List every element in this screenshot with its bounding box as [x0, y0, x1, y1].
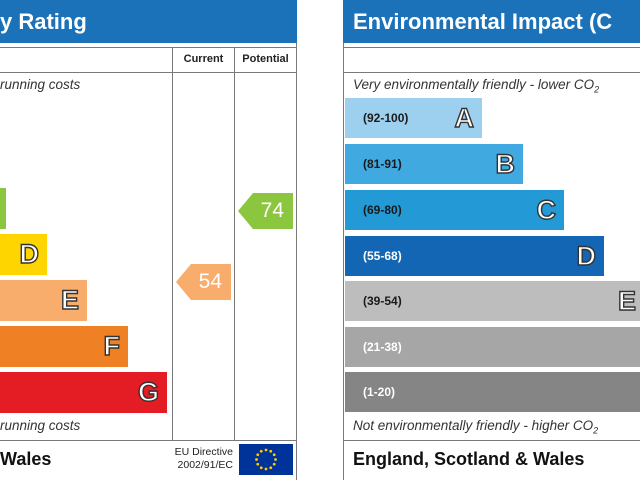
- eu-star-icon: [259, 466, 263, 470]
- potential-rating-value: 74: [260, 199, 284, 222]
- eu-star-icon: [259, 449, 263, 453]
- energy-band-letter: G: [137, 376, 159, 407]
- column-header-potential: Potential: [242, 53, 289, 65]
- env-footer-top-line: [343, 440, 640, 441]
- energy-band: E: [0, 280, 87, 321]
- energy-band-letter: D: [19, 238, 40, 269]
- environmental-impact-title-text: Environmental Impact (C: [353, 9, 613, 34]
- table-top-line: [0, 47, 297, 48]
- panel-border-right: [296, 43, 297, 480]
- energy-footer-region: Wales: [0, 449, 52, 469]
- env-band-range: (81-91): [363, 157, 402, 171]
- env-band: (69-80) C: [345, 190, 564, 230]
- env-band-range: (92-100): [363, 111, 409, 125]
- column-divider-potential: [234, 47, 235, 440]
- env-band-letter: E: [617, 285, 636, 316]
- env-band: (55-68) D: [345, 236, 604, 276]
- energy-band: G: [0, 372, 167, 413]
- env-table-top-line: [343, 47, 640, 48]
- env-top-note-subscript: 2: [594, 84, 600, 95]
- eu-flag-icon: [239, 444, 293, 475]
- env-band-range: (55-68): [363, 249, 402, 263]
- env-band: (21-38): [345, 327, 640, 367]
- eu-star-icon: [272, 453, 276, 457]
- energy-rating-title: y Rating: [0, 0, 297, 43]
- eu-directive-line1: EU Directive: [174, 446, 233, 458]
- env-band-letter: D: [576, 240, 597, 271]
- energy-band-letter: E: [60, 284, 79, 315]
- energy-bottom-note: running costs: [0, 418, 81, 433]
- eu-star-icon: [269, 449, 273, 453]
- env-band: (39-54) E: [345, 281, 640, 321]
- eu-star-icon: [274, 458, 277, 461]
- env-band: (92-100) A: [345, 98, 482, 138]
- environmental-impact-title: Environmental Impact (C: [343, 0, 640, 43]
- env-footer-region: England, Scotland & Wales: [353, 449, 585, 469]
- env-bottom-note-subscript: 2: [593, 425, 599, 436]
- env-bottom-note-text: Not environmentally friendly - higher CO: [353, 418, 594, 433]
- env-band-letter: C: [536, 194, 557, 225]
- energy-band: D: [0, 234, 47, 275]
- energy-band: F: [0, 326, 128, 367]
- energy-rating-title-text: y Rating: [0, 9, 87, 34]
- env-top-note: Very environmentally friendly - lower CO…: [353, 77, 640, 95]
- eu-directive-line2: 2002/91/EC: [177, 459, 233, 471]
- potential-rating-arrow: 74: [238, 193, 293, 229]
- header-row-line: [0, 72, 297, 73]
- eu-star-icon: [269, 466, 273, 470]
- env-header-row-line: [343, 72, 640, 73]
- eu-star-icon: [264, 467, 268, 471]
- env-band-range: (21-38): [363, 340, 402, 354]
- env-bottom-note: Not environmentally friendly - higher CO…: [353, 418, 640, 436]
- env-band: (1-20): [345, 372, 640, 412]
- energy-band: [0, 188, 6, 229]
- eu-star-icon: [272, 462, 276, 466]
- eu-star-icon: [255, 458, 258, 461]
- env-band-range: (69-80): [363, 203, 402, 217]
- column-divider-current: [172, 47, 173, 440]
- energy-band-letter: F: [103, 330, 121, 361]
- env-band-range: (39-54): [363, 294, 402, 308]
- env-band: (81-91) B: [345, 144, 523, 184]
- current-rating-arrow: 54: [176, 264, 231, 300]
- eu-directive-label: EU Directive 2002/91/EC: [150, 446, 233, 472]
- column-header-current: Current: [183, 53, 224, 65]
- env-top-note-text: Very environmentally friendly - lower CO: [353, 77, 595, 92]
- env-band-letter: B: [495, 148, 516, 179]
- current-rating-value: 54: [198, 270, 222, 293]
- env-panel-border-left: [343, 43, 344, 480]
- eu-star-icon: [264, 448, 268, 452]
- energy-top-note: running costs: [0, 77, 81, 92]
- env-band-letter: A: [454, 102, 475, 133]
- footer-top-line: [0, 440, 297, 441]
- env-band-range: (1-20): [363, 385, 396, 399]
- eu-star-icon: [256, 453, 260, 457]
- eu-star-icon: [256, 462, 260, 466]
